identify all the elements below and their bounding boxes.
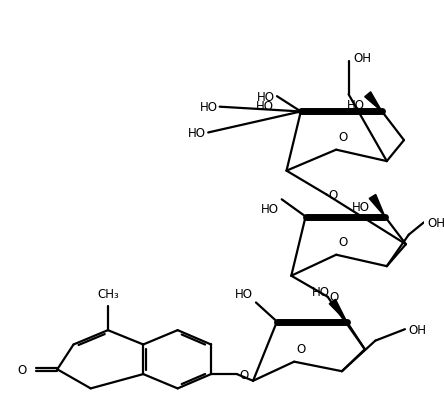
Text: HO: HO xyxy=(352,201,369,214)
Text: OH: OH xyxy=(409,323,427,336)
Text: HO: HO xyxy=(200,101,218,114)
Polygon shape xyxy=(369,195,385,217)
Text: O: O xyxy=(338,131,347,144)
Polygon shape xyxy=(365,93,382,112)
Text: CH₃: CH₃ xyxy=(97,287,119,300)
Text: O: O xyxy=(338,235,347,248)
Text: O: O xyxy=(17,363,27,376)
Text: HO: HO xyxy=(235,287,253,300)
Text: O: O xyxy=(329,189,338,202)
Text: O: O xyxy=(296,342,305,355)
Text: HO: HO xyxy=(188,127,206,140)
Text: HO: HO xyxy=(261,203,279,216)
Text: HO: HO xyxy=(256,100,274,113)
Text: OH: OH xyxy=(428,216,444,229)
Polygon shape xyxy=(329,299,347,322)
Text: HO: HO xyxy=(312,285,329,298)
Text: HO: HO xyxy=(257,90,275,103)
Text: O: O xyxy=(240,368,249,381)
Text: OH: OH xyxy=(353,52,371,65)
Text: HO: HO xyxy=(347,99,365,112)
Text: O: O xyxy=(329,290,339,304)
